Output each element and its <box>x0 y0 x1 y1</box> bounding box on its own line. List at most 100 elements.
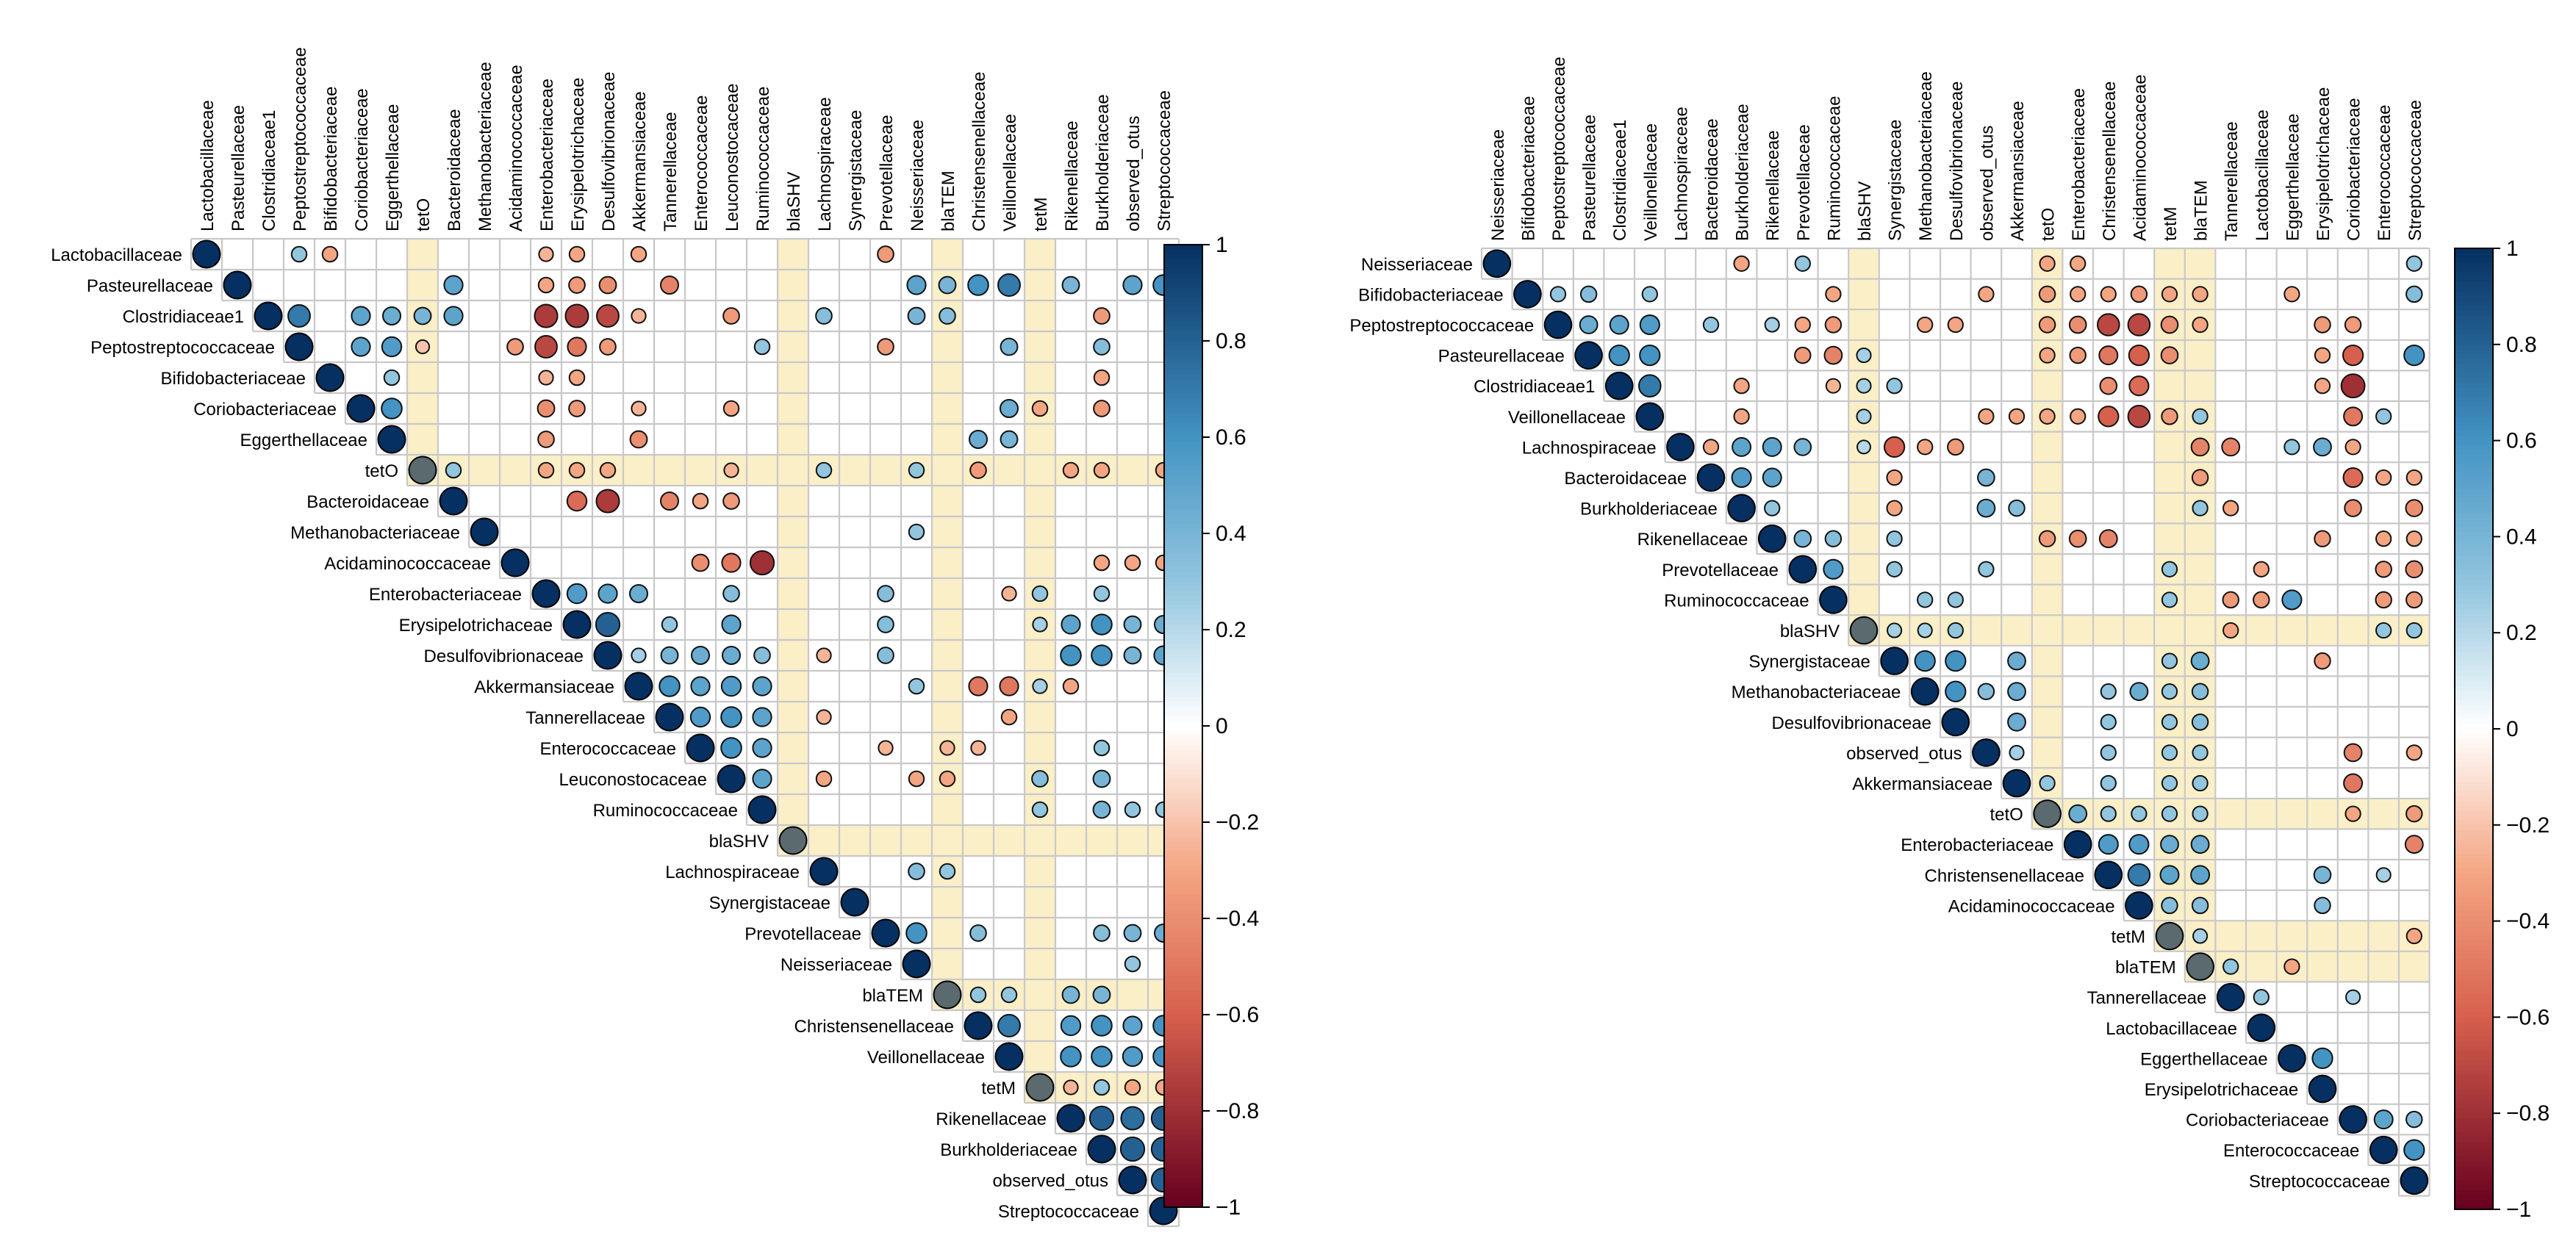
diagonal-circle <box>655 702 684 732</box>
colorbar-segment <box>1164 245 1202 251</box>
colorbar-segment <box>1164 317 1202 323</box>
row-label-tetm: tetM <box>981 1079 1016 1098</box>
colorbar-segment <box>1164 938 1202 943</box>
correlation-circle <box>1793 438 1812 456</box>
row-label-peptostreptococcaceae: Peptostreptococcaceae <box>90 338 275 358</box>
colorbar-segment <box>2455 1002 2493 1008</box>
column-label-neisseriaceae: Neisseriaceae <box>908 120 928 231</box>
colorbar-segment <box>2455 1089 2493 1095</box>
colorbar-segment <box>1164 779 1202 785</box>
correlation-circle <box>2098 529 2118 549</box>
colorbar-segment <box>1164 312 1202 317</box>
correlation-circle <box>878 740 894 756</box>
correlation-circle <box>1762 436 1782 457</box>
colorbar-segment <box>2455 810 2493 816</box>
correlation-circle <box>1062 461 1080 479</box>
correlation-circle <box>2160 835 2179 854</box>
diagonal-circle <box>593 641 623 670</box>
colorbar-segment <box>1164 374 1202 380</box>
correlation-circle <box>721 553 742 573</box>
colorbar-segment <box>1164 851 1202 857</box>
correlation-circle <box>2344 439 2361 456</box>
row-label-veillonellaceae: Veillonellaceae <box>867 1048 985 1068</box>
colorbar-segment <box>1164 687 1202 693</box>
colorbar-segment <box>2455 387 2493 393</box>
colorbar-segment <box>1164 427 1202 433</box>
colorbar-segment <box>1164 1187 1202 1193</box>
colorbar-segment <box>1164 649 1202 655</box>
colorbar-segment <box>2455 575 2493 580</box>
diagonal-circle <box>1788 555 1818 584</box>
colorbar-segment <box>2455 1012 2493 1018</box>
correlation-circle <box>2098 406 2120 428</box>
colorbar-tick-label: 0.8 <box>1216 329 1246 353</box>
correlation-circle <box>2192 500 2209 517</box>
correlation-circle <box>2345 989 2361 1005</box>
correlation-circle <box>752 769 772 789</box>
correlation-circle <box>1093 369 1111 386</box>
correlation-circle <box>1092 985 1111 1004</box>
correlation-circle <box>997 273 1021 297</box>
colorbar-tick-label: 0.4 <box>1216 522 1246 546</box>
column-label-eggerthellaceae: Eggerthellaceae <box>2283 114 2303 241</box>
colorbar-segment <box>2455 820 2493 826</box>
colorbar-segment <box>2455 1176 2493 1181</box>
correlation-circle <box>1031 770 1049 788</box>
colorbar-segment <box>2455 954 2493 960</box>
correlation-circle <box>2283 439 2300 456</box>
colorbar-segment <box>2455 359 2493 364</box>
colorbar-segment <box>2455 561 2493 566</box>
colorbar-segment <box>2455 873 2493 879</box>
row-label-teto: tetO <box>365 461 398 481</box>
correlation-circle <box>1794 316 1811 334</box>
correlation-circle <box>908 523 925 541</box>
colorbar-segment <box>2455 633 2493 638</box>
correlation-circle <box>815 461 833 479</box>
row-label-enterobacteriaceae: Enterobacteriaceae <box>369 585 522 605</box>
correlation-circle <box>2403 344 2425 367</box>
correlation-circle <box>2069 346 2087 364</box>
colorbar-segment <box>1164 928 1202 934</box>
correlation-circle <box>1637 374 1662 398</box>
correlation-circle <box>1764 500 1781 517</box>
correlation-circle <box>2340 373 2366 399</box>
colorbar-segment <box>1164 321 1202 327</box>
colorbar-segment <box>1164 879 1202 885</box>
colorbar-segment <box>1164 287 1202 294</box>
correlation-circle <box>596 304 620 328</box>
correlation-circle <box>2098 345 2119 366</box>
colorbar-tick-label: 0.6 <box>1216 425 1246 450</box>
correlation-circle <box>1639 314 1660 336</box>
colorbar-segment <box>1164 1062 1202 1068</box>
diagonal-circle <box>2369 1135 2398 1165</box>
left-correlogram: Lactobacillaceae Pasteurellaceae Clostridi… <box>51 47 1180 1228</box>
colorbar-segment <box>2455 613 2493 619</box>
correlation-circle <box>1824 530 1843 547</box>
correlation-circle <box>287 304 311 328</box>
correlation-circle <box>1061 276 1080 295</box>
colorbar-segment <box>2455 1204 2493 1210</box>
correlation-circle <box>2343 773 2364 793</box>
colorbar-segment <box>1164 644 1202 649</box>
colorbar-segment <box>1164 591 1202 597</box>
row-label-rikenellaceae: Rikenellaceae <box>1637 530 1748 550</box>
colorbar-segment <box>1164 668 1202 674</box>
correlation-circle <box>1060 1015 1082 1037</box>
correlation-circle <box>2222 500 2239 517</box>
colorbar-segment <box>2455 512 2493 518</box>
correlation-circle <box>568 400 586 417</box>
colorbar-segment <box>1164 1024 1202 1030</box>
colorbar-segment <box>1164 254 1202 260</box>
colorbar-segment <box>2455 705 2493 710</box>
colorbar-tick-label: 0.4 <box>2506 525 2537 549</box>
correlation-circle <box>2127 404 2151 428</box>
colorbar-segment <box>2455 483 2493 489</box>
row-label-neisseriaceae: Neisseriaceae <box>781 955 892 975</box>
column-label-bifidobacteriaceae: Bifidobacteriaceae <box>1518 96 1538 241</box>
column-label-blashv: blaSHV <box>1855 181 1875 241</box>
correlation-circle <box>2100 805 2117 822</box>
colorbar-segment <box>2455 815 2493 821</box>
correlation-circle <box>2404 835 2424 854</box>
correlation-circle <box>905 922 928 944</box>
colorbar-segment <box>1164 702 1202 708</box>
